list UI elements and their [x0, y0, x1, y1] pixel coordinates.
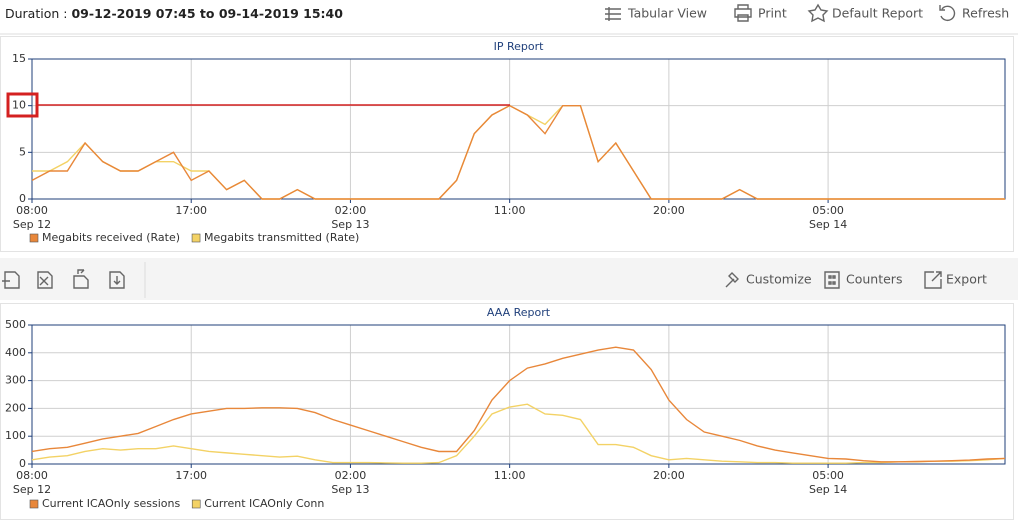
x-tick-label: 11:00: [494, 204, 526, 217]
print-icon: [734, 4, 752, 22]
y-tick-label: 0: [19, 457, 26, 470]
x-tick-label: 02:00: [335, 204, 367, 217]
tabular-icon: [605, 7, 621, 21]
icon[interactable]: [73, 269, 89, 289]
x-date-label: Sep 13: [331, 483, 369, 496]
customize-button[interactable]: Customize: [725, 272, 812, 288]
legend-swatch: [191, 233, 201, 243]
y-tick-label: 300: [5, 374, 26, 387]
counters-button[interactable]: Counters: [824, 271, 902, 289]
export-button[interactable]: Export: [924, 271, 987, 289]
x-date-label: Sep 14: [809, 218, 847, 231]
legend-swatch: [191, 499, 201, 509]
icon[interactable]: [2, 271, 20, 289]
legend-swatch: [29, 499, 39, 509]
button-label[interactable]: Counters: [846, 272, 902, 287]
export-icon: [924, 271, 942, 289]
refresh-icon: [939, 5, 956, 22]
plot-border: [31, 324, 1006, 465]
button-label[interactable]: Customize: [746, 272, 812, 287]
icon[interactable]: [109, 271, 125, 289]
button-label[interactable]: Default Report: [832, 6, 923, 21]
chart-title: IP Report: [494, 40, 545, 53]
x-tick-label: 08:00: [16, 469, 48, 482]
x-tick-label: 05:00: [812, 204, 844, 217]
x-date-label: Sep 12: [13, 218, 51, 231]
y-tick-label: 10: [12, 99, 26, 112]
legend-label: Megabits received (Rate): [42, 231, 180, 244]
legend-label: Megabits transmitted (Rate): [204, 231, 359, 244]
x-tick-label: 17:00: [175, 469, 207, 482]
y-tick-label: 100: [5, 429, 26, 442]
x-date-label: Sep 12: [13, 483, 51, 496]
report-toolbar: [0, 258, 1018, 300]
y-tick-label: 200: [5, 401, 26, 414]
legend-label: Current ICAOnly sessions: [42, 497, 180, 510]
x-tick-label: 20:00: [653, 204, 685, 217]
x-tick-label: 17:00: [175, 204, 207, 217]
duration-value: 09-12-2019 07:45 to 09-14-2019 15:40: [71, 6, 343, 21]
button-label[interactable]: Export: [946, 272, 987, 287]
y-tick-label: 500: [5, 318, 26, 331]
series-line: [31, 346, 1006, 463]
chart-panel: [0, 303, 1014, 520]
x-tick-label: 11:00: [494, 469, 526, 482]
legend-label: Current ICAOnly Conn: [204, 497, 324, 510]
button-label[interactable]: Print: [758, 6, 787, 21]
icon[interactable]: [37, 271, 53, 289]
print-button[interactable]: Print: [734, 4, 787, 22]
default-icon: [807, 3, 829, 23]
report-icons[interactable]: [2, 269, 125, 289]
button-label[interactable]: Refresh: [962, 6, 1009, 21]
y-tick-label: 0: [19, 192, 26, 205]
counters-icon: [824, 271, 840, 289]
default-report-button[interactable]: Default Report: [807, 3, 923, 23]
y-tick-label: 5: [19, 145, 26, 158]
duration: Duration : 09-12-2019 07:45 to 09-14-2019…: [5, 6, 343, 21]
x-tick-label: 20:00: [653, 469, 685, 482]
top-toolbar: [0, 0, 1018, 34]
x-tick-label: 05:00: [812, 469, 844, 482]
x-date-label: Sep 13: [331, 218, 369, 231]
button-label[interactable]: Tabular View: [627, 6, 707, 21]
tabular-view-button[interactable]: Tabular View: [605, 6, 707, 22]
chart-panel: [0, 36, 1014, 252]
chart-title: AAA Report: [487, 306, 551, 319]
x-date-label: Sep 14: [809, 483, 847, 496]
x-tick-label: 08:00: [16, 204, 48, 217]
duration-label: Duration :: [5, 6, 67, 21]
x-tick-label: 02:00: [335, 469, 367, 482]
y-tick-label: 400: [5, 346, 26, 359]
legend-swatch: [29, 233, 39, 243]
customize-icon: [725, 272, 739, 288]
series-line: [31, 403, 1006, 464]
plot-border: [31, 58, 1006, 200]
refresh-button[interactable]: Refresh: [939, 5, 1009, 22]
y-tick-label: 15: [12, 52, 26, 65]
highlight-box: [6, 92, 39, 118]
series-line: [31, 104, 1005, 200]
